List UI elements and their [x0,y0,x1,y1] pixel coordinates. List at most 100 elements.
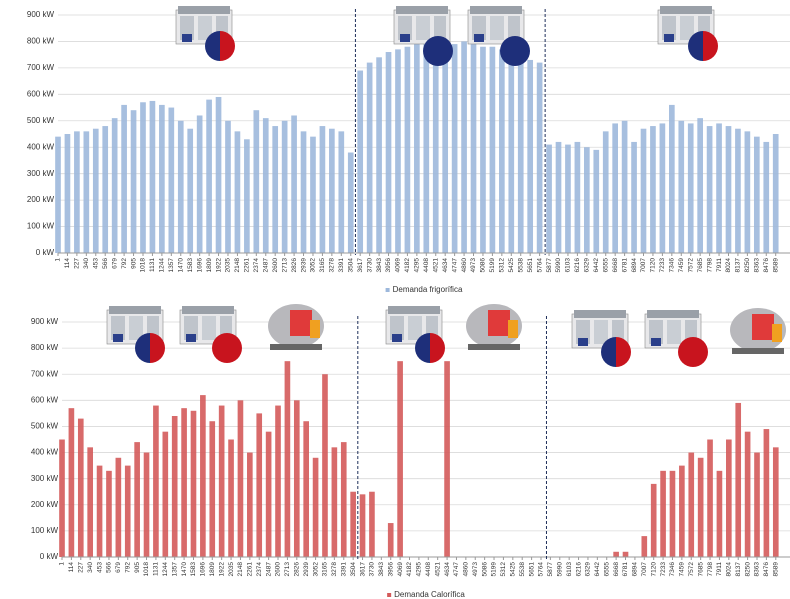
x-tick-label: 2487 [262,258,269,273]
bar [144,453,150,557]
bar [764,429,770,557]
x-tick-label: 4860 [463,562,470,577]
x-tick-label: 1357 [168,258,175,273]
x-tick-label: 7120 [650,258,657,273]
x-tick-label: 3956 [387,562,394,577]
bar [313,458,319,557]
bar [219,406,225,557]
y-tick-label: 300 kW [27,169,55,178]
x-tick-label: 453 [92,258,99,269]
x-tick-label: 6894 [631,258,638,273]
bar [388,523,394,557]
bar [612,123,618,253]
x-tick-label: 7346 [669,562,676,577]
bar [556,142,562,253]
bar [106,471,112,557]
bar [55,137,61,253]
x-tick-label: 4069 [395,258,402,273]
bar [338,131,344,253]
x-tick-label: 3165 [319,258,326,273]
x-tick-label: 3391 [340,562,347,577]
legend: Demanda Calorífica [387,590,465,599]
heating-mode-icon [212,333,242,363]
x-tick-label: 4521 [434,562,441,577]
bar [423,41,429,253]
x-tick-label: 8024 [726,562,733,577]
bar [322,374,328,557]
x-tick-label: 1922 [218,562,225,577]
x-tick-label: 5425 [508,258,515,273]
x-tick-label: 6894 [632,562,639,577]
x-tick-label: 8250 [744,258,751,273]
mixed-mode-icon [415,333,445,363]
x-tick-label: 4860 [461,258,468,273]
x-tick-label: 1809 [209,562,216,577]
x-tick-label: 2261 [244,258,251,273]
bar [444,361,450,557]
mixed-mode-icon [135,333,165,363]
bar [65,134,71,253]
x-tick-label: 4069 [397,562,404,577]
bar [238,400,244,557]
y-tick-label: 400 kW [31,448,59,457]
x-tick-label: 3165 [322,562,329,577]
bar [670,471,676,557]
x-tick-label: 5990 [555,258,562,273]
bar [603,131,609,253]
x-tick-label: 2713 [281,258,288,273]
x-tick-label: 6668 [613,562,620,577]
x-tick-label: 3278 [331,562,338,577]
bar [386,52,392,253]
bar [116,458,122,557]
bar [735,403,741,557]
bar [291,115,297,253]
x-tick-label: 2600 [275,562,282,577]
x-tick-label: 4634 [442,258,449,273]
x-tick-label: 7459 [678,258,685,273]
x-tick-label: 1809 [206,258,213,273]
bar [707,440,713,558]
x-tick-label: 5538 [519,562,526,577]
x-tick-label: 340 [87,562,94,573]
x-tick-label: 1131 [149,258,156,272]
y-tick-label: 400 kW [27,142,55,151]
x-tick-label: 5199 [491,562,498,577]
x-tick-label: 5086 [480,258,487,273]
x-tick-label: 6555 [603,562,610,577]
bar [357,71,363,253]
y-tick-label: 700 kW [27,63,55,72]
x-tick-label: 5651 [527,258,534,273]
x-tick-label: 2826 [291,258,298,273]
x-tick-label: 792 [121,258,128,269]
bar [726,126,732,253]
x-tick-label: 8137 [735,258,742,273]
x-tick-label: 7459 [679,562,686,577]
bar [716,123,722,253]
mixed-mode-icon [601,337,631,367]
bar [697,118,703,253]
cooling-mode-icon [423,36,453,66]
x-tick-label: 8589 [772,258,779,273]
bar [275,406,281,557]
x-tick-label: 1131 [153,562,160,576]
bar [584,147,590,253]
x-tick-label: 7233 [659,258,666,273]
x-tick-label: 7233 [660,562,667,577]
bar [121,105,127,253]
bar [191,411,197,557]
bar [266,432,272,557]
x-tick-label: 1244 [162,562,169,577]
legend-label: Demanda frigorífica [393,285,463,294]
y-tick-label: 900 kW [31,317,59,326]
bar [209,421,215,557]
x-tick-label: 2600 [272,258,279,273]
bar [490,47,496,253]
x-tick-label: 7572 [688,562,695,577]
x-tick-label: 2261 [247,562,254,577]
x-tick-label: 3617 [359,562,366,577]
x-tick-label: 8476 [763,258,770,273]
x-tick-label: 4408 [425,562,432,577]
bar [256,413,262,557]
mixed-mode-icon [688,31,718,61]
y-tick-label: 0 kW [36,248,55,257]
